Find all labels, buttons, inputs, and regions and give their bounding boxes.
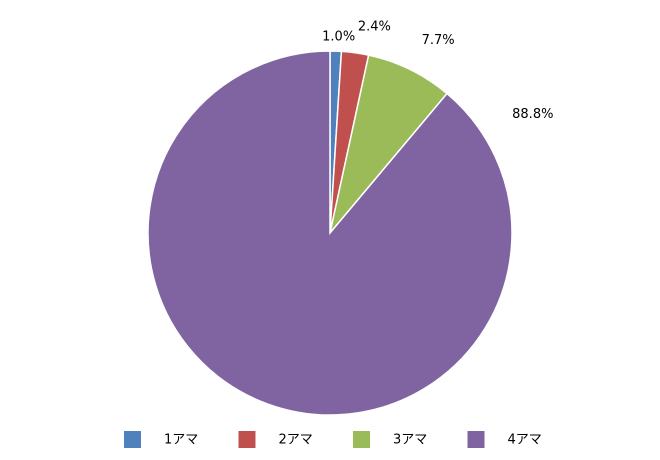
legend-label: 2アマ xyxy=(279,433,313,448)
legend-label: 3アマ xyxy=(393,433,427,448)
legend-swatch xyxy=(353,431,370,448)
legend-swatch xyxy=(467,431,485,448)
legend-label: 1アマ xyxy=(164,433,198,448)
legend-label: 4アマ xyxy=(508,433,542,448)
pie-slice xyxy=(147,50,513,416)
data-label: 7.7% xyxy=(422,33,455,48)
data-label: 88.8% xyxy=(512,107,553,122)
legend-swatch xyxy=(124,431,141,448)
data-label: 2.4% xyxy=(358,19,391,34)
legend-swatch xyxy=(238,431,256,448)
data-label: 1.0% xyxy=(322,30,355,45)
